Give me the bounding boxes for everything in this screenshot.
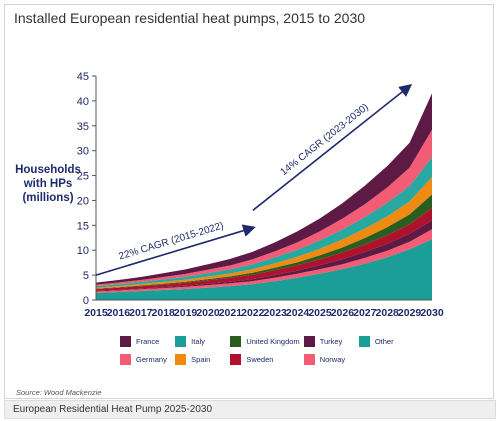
y-tick-label: 0 — [83, 295, 89, 307]
area-italy — [96, 157, 432, 288]
x-tick-label: 2020 — [196, 307, 220, 319]
y-tick-label: 10 — [77, 245, 89, 257]
legend-label: France — [136, 337, 160, 346]
x-tick-label: 2026 — [331, 307, 355, 319]
legend-item-sweden: Sweden — [230, 354, 299, 365]
y-tick-label: 20 — [77, 195, 89, 207]
x-tick-label: 2021 — [219, 307, 243, 319]
area-sweden — [96, 207, 432, 291]
x-tick-label: 2023 — [264, 307, 288, 319]
legend-label: Turkey — [319, 337, 343, 346]
x-tick-label: 2018 — [152, 307, 176, 319]
legend-swatch — [358, 336, 370, 347]
legend-label: Norway — [319, 355, 346, 364]
chart-title: Installed European residential heat pump… — [14, 10, 366, 26]
legend-swatch — [230, 336, 242, 347]
legend-item-spain: Spain — [175, 354, 226, 365]
series-areas — [96, 93, 432, 300]
legend-item-turkey: Turkey — [303, 336, 355, 347]
legend-item-other: Other — [358, 336, 410, 347]
legend-item-germany: Germany — [120, 354, 171, 365]
x-tick-label: 2022 — [241, 307, 265, 319]
x-tick-label: 2015 — [84, 307, 108, 319]
legend-label: Germany — [136, 355, 167, 364]
x-tick-label: 2027 — [353, 307, 377, 319]
x-tick-label: 2019 — [174, 307, 198, 319]
legend-item-united-kingdom: United Kingdom — [230, 336, 300, 347]
area-united-kingdom — [96, 194, 432, 289]
x-tick-label: 2024 — [286, 307, 310, 319]
chart-legend: France Italy United Kingdom Turkey Other Germ… — [120, 336, 410, 365]
legend-swatch — [230, 354, 242, 365]
y-tick-label: 30 — [77, 146, 89, 158]
legend-label: Italy — [191, 337, 205, 346]
y-tick-label: 5 — [83, 270, 89, 282]
cagr-arrow-2 — [252, 83, 413, 212]
area-turkey — [96, 220, 432, 292]
area-germany — [96, 129, 432, 287]
legend-item-italy: Italy — [175, 336, 226, 347]
cagr-arrow-1 — [95, 224, 256, 276]
caption-bar: European Residential Heat Pump 2025-2030 — [4, 400, 496, 419]
x-tick-label: 2029 — [398, 307, 422, 319]
legend-label: Spain — [191, 355, 211, 364]
cagr-label-2: 14% CAGR (2023-2030) — [279, 102, 371, 178]
legend-swatch — [175, 336, 187, 347]
legend-label: Other — [374, 337, 394, 346]
y-tick-label: 25 — [77, 171, 89, 183]
legend-swatch — [303, 354, 315, 365]
x-tick-label: 2025 — [308, 307, 332, 319]
y-tick-label: 15 — [77, 220, 89, 232]
y-axis-label: Households with HPs (millions) — [15, 164, 81, 204]
legend-swatch — [120, 336, 131, 347]
legend-item-norway: Norway — [303, 354, 355, 365]
y-tick-label: 40 — [77, 96, 89, 108]
image-caption: European Residential Heat Pump 2025-2030 — [13, 404, 213, 415]
legend-swatch — [303, 336, 315, 347]
x-tick-label: 2028 — [376, 307, 400, 319]
legend-swatch — [175, 354, 187, 365]
legend-swatch — [120, 354, 131, 365]
legend-item-france: France — [120, 336, 171, 347]
area-france — [96, 93, 432, 285]
legend-label: Sweden — [246, 355, 274, 364]
source-note: Source: Wood Mackenzie — [16, 388, 102, 397]
y-tick-label: 45 — [77, 71, 89, 83]
x-tick-label: 2030 — [420, 307, 444, 319]
x-tick-label: 2017 — [129, 307, 153, 319]
legend-label: United Kingdom — [246, 337, 300, 346]
y-tick-label: 35 — [77, 121, 89, 133]
area-spain — [96, 177, 432, 289]
x-tick-label: 2016 — [107, 307, 131, 319]
area-other — [96, 239, 432, 300]
area-norway — [96, 229, 432, 293]
